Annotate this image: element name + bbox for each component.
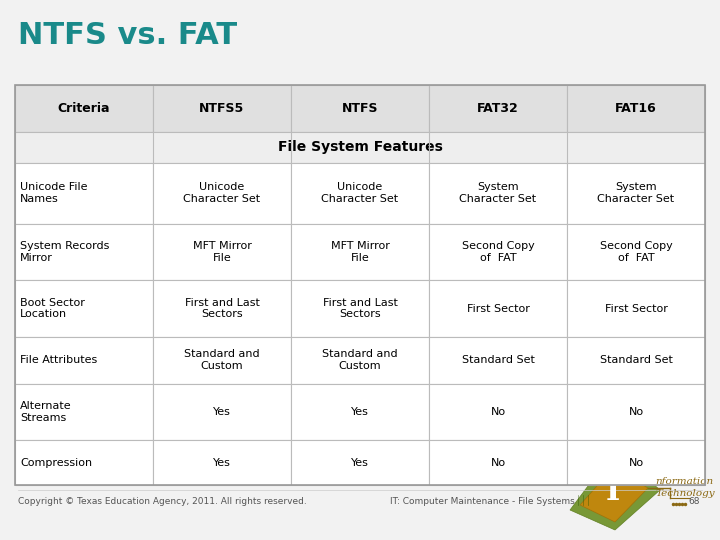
Bar [153, 224, 291, 280]
Text: Compression: Compression [20, 457, 92, 468]
Text: FAT16: FAT16 [615, 102, 657, 115]
Text: Second Copy
of  FAT: Second Copy of FAT [462, 241, 534, 263]
Text: Standard and
Custom: Standard and Custom [184, 349, 260, 371]
Bar [15, 85, 705, 485]
Text: Standard Set: Standard Set [462, 355, 534, 365]
Bar [291, 85, 429, 132]
Bar [429, 337, 567, 384]
Bar [429, 85, 567, 132]
Text: File Attributes: File Attributes [20, 355, 97, 365]
Text: Alternate
Streams: Alternate Streams [20, 401, 71, 423]
Text: Yes: Yes [213, 407, 231, 417]
Bar [15, 132, 705, 163]
Text: Standard and
Custom: Standard and Custom [322, 349, 398, 371]
Text: NTFS vs. FAT: NTFS vs. FAT [18, 21, 237, 50]
Text: No: No [629, 457, 644, 468]
Bar [15, 440, 153, 485]
Bar [567, 163, 705, 224]
Text: NTFS: NTFS [342, 102, 378, 115]
Text: Unicode
Character Set: Unicode Character Set [184, 183, 261, 204]
Bar [291, 224, 429, 280]
Bar [15, 280, 153, 337]
Text: nformation: nformation [655, 477, 713, 487]
Bar [567, 440, 705, 485]
Bar [15, 85, 705, 485]
Bar [567, 384, 705, 440]
Bar [291, 337, 429, 384]
Bar [429, 280, 567, 337]
Bar [15, 163, 153, 224]
Text: First Sector: First Sector [605, 303, 667, 314]
Bar [15, 337, 153, 384]
Bar [153, 163, 291, 224]
Text: No: No [490, 407, 505, 417]
Bar [15, 384, 153, 440]
Text: Unicode File
Names: Unicode File Names [20, 183, 88, 204]
Bar [567, 337, 705, 384]
Bar [429, 440, 567, 485]
Text: No: No [490, 457, 505, 468]
Bar [291, 163, 429, 224]
Text: No: No [629, 407, 644, 417]
Text: 68: 68 [688, 497, 700, 507]
Text: System
Character Set: System Character Set [598, 183, 675, 204]
Text: System Records
Mirror: System Records Mirror [20, 241, 109, 263]
Bar [567, 280, 705, 337]
Text: MFT Mirror
File: MFT Mirror File [192, 241, 251, 263]
Text: Second Copy
of  FAT: Second Copy of FAT [600, 241, 672, 263]
Text: First Sector: First Sector [467, 303, 529, 314]
Bar [153, 85, 291, 132]
Bar [153, 384, 291, 440]
Text: Yes: Yes [351, 457, 369, 468]
Text: I: I [606, 476, 620, 508]
Text: Unicode
Character Set: Unicode Character Set [321, 183, 399, 204]
Polygon shape [570, 450, 660, 530]
Bar [153, 280, 291, 337]
Text: NTFS5: NTFS5 [199, 102, 245, 115]
Bar [429, 384, 567, 440]
Bar [15, 224, 153, 280]
Bar [291, 280, 429, 337]
Text: MFT Mirror
File: MFT Mirror File [330, 241, 390, 263]
Text: Copyright © Texas Education Agency, 2011. All rights reserved.: Copyright © Texas Education Agency, 2011… [18, 497, 307, 507]
Bar [567, 85, 705, 132]
Text: Standard Set: Standard Set [600, 355, 672, 365]
Text: File System Features: File System Features [278, 140, 442, 154]
Bar [15, 85, 153, 132]
Polygon shape [580, 468, 648, 522]
Bar [429, 224, 567, 280]
Text: Technology: Technology [655, 489, 715, 498]
Text: Boot Sector
Location: Boot Sector Location [20, 298, 85, 319]
Text: System
Character Set: System Character Set [459, 183, 536, 204]
Text: IT: Computer Maintenance - File Systems: IT: Computer Maintenance - File Systems [390, 497, 575, 507]
Bar [291, 440, 429, 485]
Bar [291, 384, 429, 440]
Bar [153, 440, 291, 485]
Bar [153, 337, 291, 384]
Bar [429, 163, 567, 224]
Bar [567, 224, 705, 280]
Text: Yes: Yes [213, 457, 231, 468]
Text: Yes: Yes [351, 407, 369, 417]
Text: Criteria: Criteria [58, 102, 110, 115]
Text: FAT32: FAT32 [477, 102, 519, 115]
Text: First and Last
Sectors: First and Last Sectors [184, 298, 259, 319]
Text: First and Last
Sectors: First and Last Sectors [323, 298, 397, 319]
